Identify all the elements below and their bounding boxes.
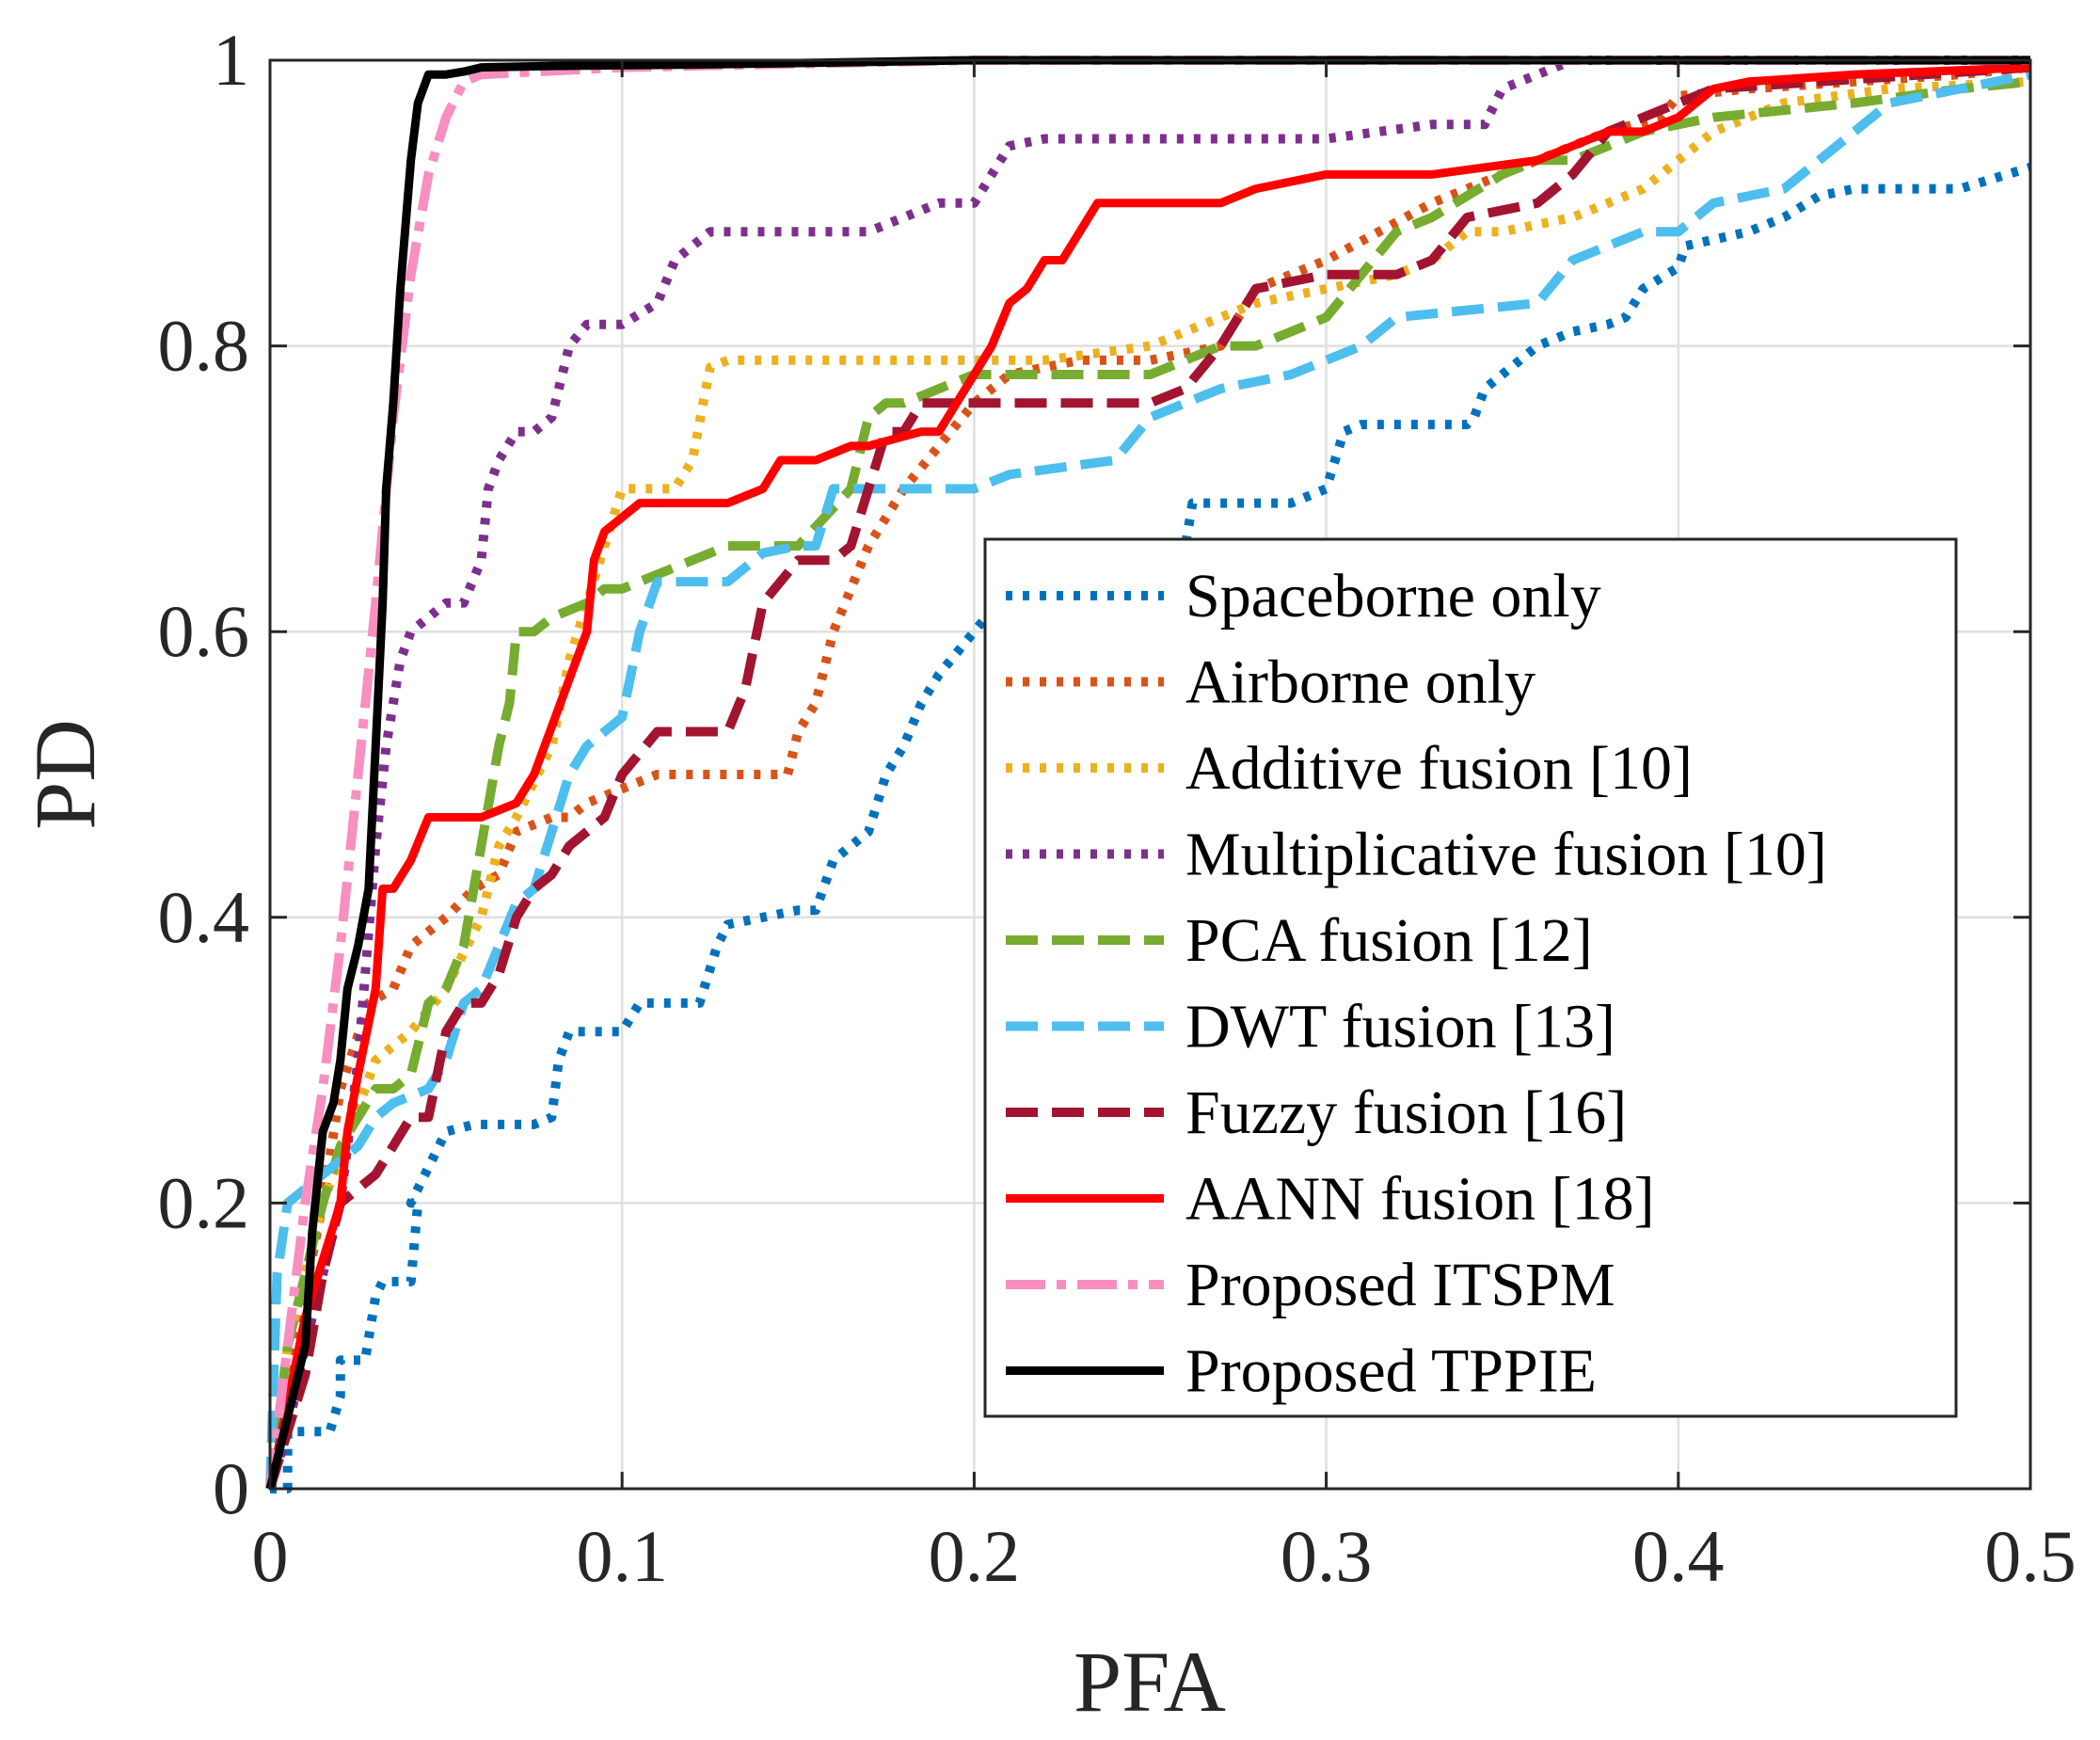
series-line-additive-fusion-10: [265, 76, 2031, 1490]
x-tick-label: 0.1: [576, 1515, 668, 1597]
y-tick-label: 0: [213, 1447, 249, 1529]
legend-label: Proposed TPPIE: [1185, 1337, 1597, 1406]
legend-label: Proposed ITSPM: [1185, 1251, 1615, 1319]
series-layer: [265, 56, 2032, 1493]
series-line-proposed-tppie: [265, 56, 2030, 1491]
legend-label: DWT fusion [13]: [1185, 993, 1615, 1062]
x-axis-title: PFA: [1074, 1634, 1226, 1730]
x-tick-label: 0.4: [1632, 1515, 1725, 1597]
series-line-proposed-itspm: [265, 56, 2030, 1490]
x-tick-label: 0.3: [1281, 1515, 1373, 1597]
y-tick-label: 0.2: [158, 1161, 250, 1243]
x-tick-label: 0: [252, 1515, 289, 1597]
legend-box: [983, 537, 1958, 1418]
y-tick-label: 0.4: [158, 876, 250, 958]
tick-labels: 0 0.1 0.2 0.3 0.4 0.5 0 0.2 0.4 0.6 0.8 1: [158, 19, 2076, 1597]
legend-label: Airborne only: [1185, 648, 1535, 717]
legend: Spaceborne only Airborne only Additive fus…: [983, 537, 1958, 1418]
x-tick-label: 0.5: [1984, 1515, 2076, 1597]
plot-frame: [268, 58, 2032, 1491]
tick-marks: [268, 58, 2032, 1491]
y-tick-label: 1: [213, 19, 249, 101]
series-line-fuzzy-fusion-16: [265, 62, 2031, 1491]
x-tick-label: 0.2: [929, 1515, 1021, 1597]
series-line-pca-fusion-12: [265, 76, 2031, 1490]
legend-label: Fuzzy fusion [16]: [1185, 1078, 1627, 1147]
y-tick-label: 0.8: [158, 305, 250, 387]
series-line-multiplicative-fusion-10: [265, 56, 2030, 1491]
y-tick-label: 0.6: [158, 590, 250, 672]
legend-label: Additive fusion [10]: [1185, 734, 1693, 803]
legend-label: AANN fusion [18]: [1185, 1165, 1655, 1234]
series-line-aann-fusion-18: [265, 63, 2031, 1490]
y-axis-title: PD: [17, 719, 113, 830]
legend-label: Multiplicative fusion [10]: [1185, 821, 1827, 889]
series-line-spaceborne-only: [270, 163, 2032, 1493]
legend-label: Spaceborne only: [1185, 562, 1601, 631]
legend-label: PCA fusion [12]: [1185, 906, 1593, 975]
series-line-dwt-fusion-13: [265, 70, 2031, 1490]
